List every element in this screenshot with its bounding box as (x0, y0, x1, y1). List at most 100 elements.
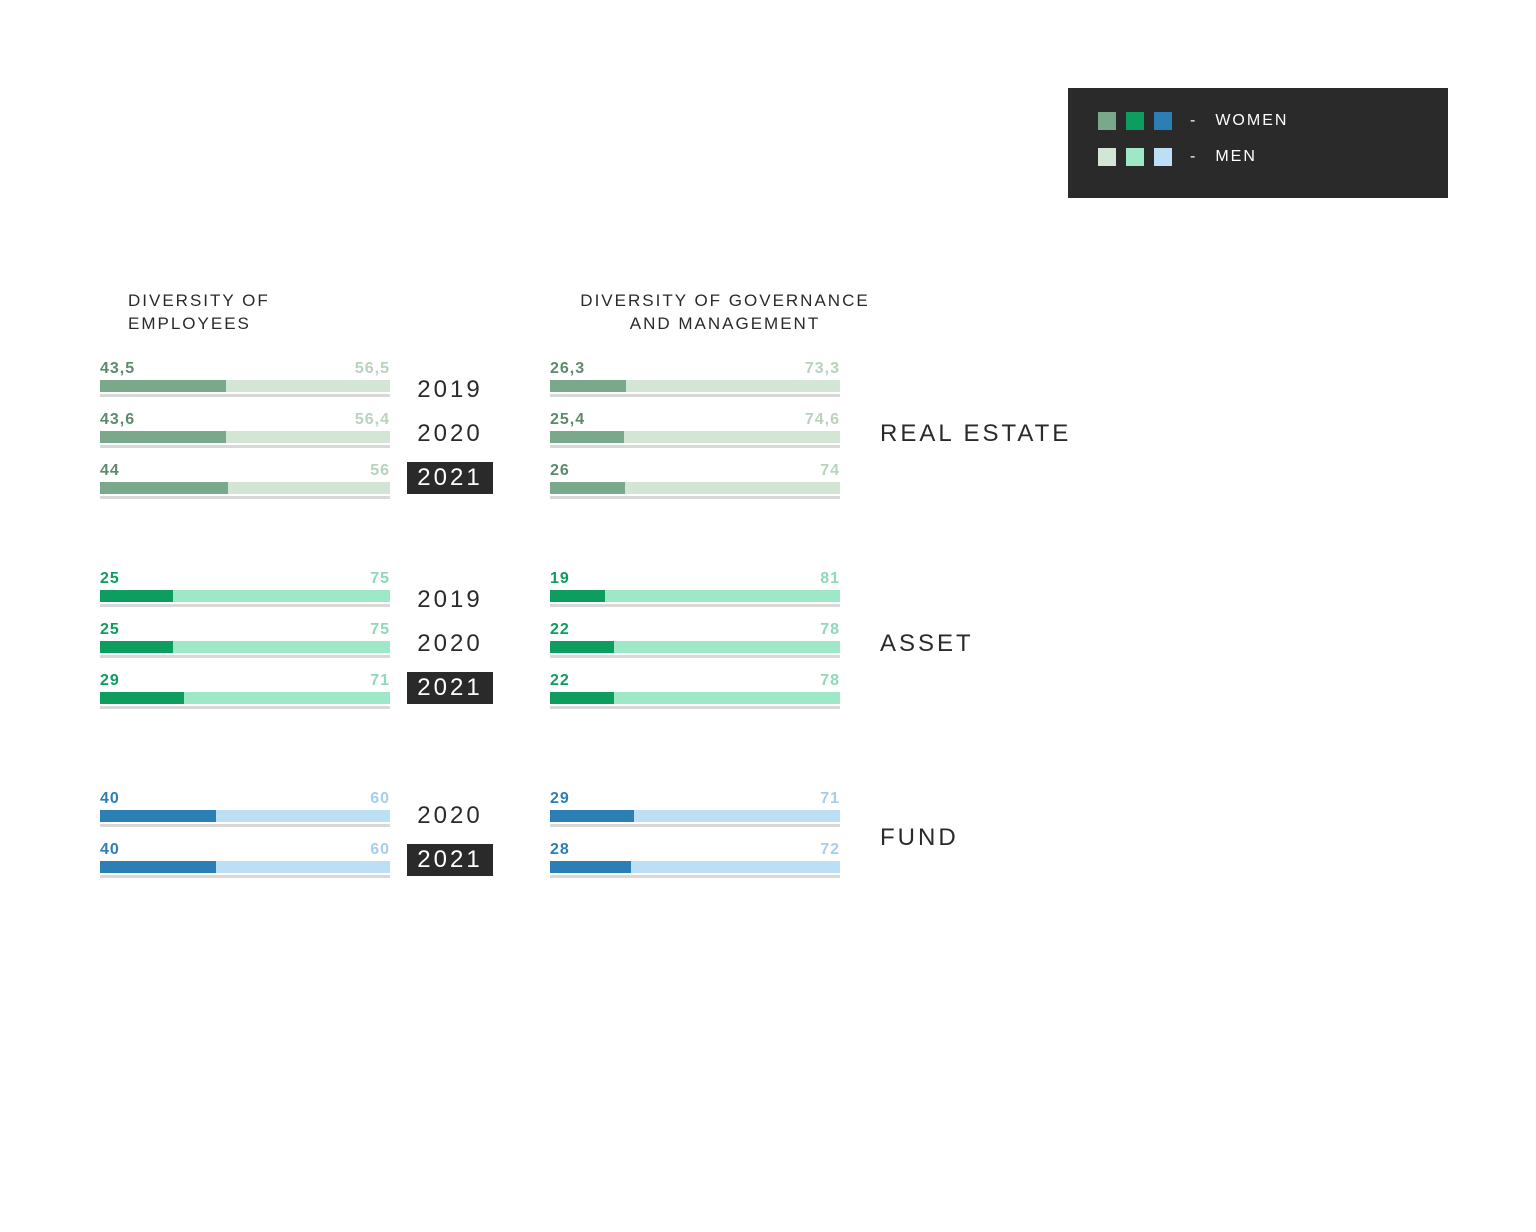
bar-block: 43,5 56,5 (100, 360, 390, 397)
category-label: FUND (880, 824, 1180, 852)
bar-labels: 2674 (550, 462, 840, 480)
bar-track (550, 692, 840, 704)
legend-row-men: - MEN (1098, 148, 1418, 166)
value-men: 75 (370, 570, 390, 588)
value-men: 71 (820, 790, 840, 808)
value-women: 26,3 (550, 360, 585, 378)
header-employees: DIVERSITY OF EMPLOYEES (128, 290, 390, 336)
value-men: 81 (820, 570, 840, 588)
governance-bars: 29 71 28 72 (550, 790, 840, 886)
bar-underline (100, 445, 390, 448)
section-fund: 406040602020202129712872FUND (100, 790, 1440, 886)
bar-labels: 1981 (550, 570, 840, 588)
bar-segment-women (550, 380, 626, 392)
bar-block: 25 75 (100, 621, 390, 658)
year-label: 2021 (407, 672, 492, 704)
bar-block: 4456 (100, 462, 390, 499)
bar-underline (550, 496, 840, 499)
bar-segment-women (100, 861, 216, 873)
bar-segment-men (184, 692, 390, 704)
bar-segment-women (100, 380, 226, 392)
value-men: 74 (820, 462, 840, 480)
category-label: ASSET (880, 630, 1180, 658)
bar-segment-men (614, 692, 840, 704)
bar-labels: 26,3 73,3 (550, 360, 840, 378)
header-governance-line1: DIVERSITY OF GOVERNANCE (580, 290, 870, 313)
value-men: 72 (820, 841, 840, 859)
bar-segment-women (100, 692, 184, 704)
bar-track (100, 692, 390, 704)
legend-swatch (1154, 148, 1172, 166)
value-men: 60 (370, 841, 390, 859)
bar-underline (550, 706, 840, 709)
bar-track (100, 641, 390, 653)
bar-segment-men (634, 810, 840, 822)
value-men: 75 (370, 621, 390, 639)
bar-segment-men (631, 861, 840, 873)
value-men: 56,5 (355, 360, 390, 378)
bar-labels: 25,474,6 (550, 411, 840, 429)
value-women: 40 (100, 841, 120, 859)
bar-track (550, 861, 840, 873)
bar-underline (100, 706, 390, 709)
value-women: 43,5 (100, 360, 135, 378)
bar-block: 40 60 (100, 841, 390, 878)
bar-block: 2971 (100, 672, 390, 709)
bar-underline (100, 496, 390, 499)
legend-swatch (1154, 112, 1172, 130)
bar-labels: 25 75 (100, 621, 390, 639)
bar-track (100, 380, 390, 392)
year-label: 2019 (407, 584, 492, 616)
legend-label: WOMEN (1215, 112, 1288, 130)
governance-bars: 198122782278 (550, 570, 840, 717)
bar-labels: 25 75 (100, 570, 390, 588)
bar-labels: 4060 (100, 790, 390, 808)
bar-labels: 28 72 (550, 841, 840, 859)
bar-underline (550, 394, 840, 397)
bar-track (550, 810, 840, 822)
year-label: 2020 (407, 800, 492, 832)
bar-block: 28 72 (550, 841, 840, 878)
section-real_estate: 43,5 56,5 43,656,4 4456201920202021 26,3 73,3… (100, 360, 1440, 507)
bar-segment-men (173, 590, 391, 602)
bar-block: 29 71 (550, 790, 840, 827)
bar-segment-men (216, 861, 390, 873)
bar-track (100, 810, 390, 822)
bar-segment-men (228, 482, 390, 494)
year-column: 20202021 (390, 800, 510, 876)
value-women: 25 (100, 621, 120, 639)
bar-block: 43,656,4 (100, 411, 390, 448)
bar-block: 2278 (550, 672, 840, 709)
bar-track (100, 482, 390, 494)
bar-underline (100, 824, 390, 827)
employees-bars: 40604060 (100, 790, 390, 886)
bar-segment-women (100, 590, 173, 602)
year-label: 2020 (407, 418, 492, 450)
value-women: 29 (100, 672, 120, 690)
value-women: 25 (100, 570, 120, 588)
bar-segment-women (100, 482, 228, 494)
year-label: 2020 (407, 628, 492, 660)
bar-segment-women (550, 590, 605, 602)
bar-labels: 29 71 (550, 790, 840, 808)
value-women: 29 (550, 790, 570, 808)
bar-segment-women (100, 431, 226, 443)
legend-dash: - (1190, 148, 1197, 166)
bar-segment-men (626, 380, 840, 392)
bar-track (550, 431, 840, 443)
value-men: 74,6 (805, 411, 840, 429)
bar-segment-women (550, 861, 631, 873)
value-women: 22 (550, 621, 570, 639)
bar-labels: 43,5 56,5 (100, 360, 390, 378)
bar-underline (550, 824, 840, 827)
value-men: 73,3 (805, 360, 840, 378)
bar-labels: 40 60 (100, 841, 390, 859)
value-men: 78 (820, 621, 840, 639)
column-headers: DIVERSITY OF EMPLOYEES DIVERSITY OF GOVE… (100, 290, 860, 336)
year-column: 201920202021 (390, 374, 510, 494)
bar-labels: 4456 (100, 462, 390, 480)
header-governance-line2: AND MANAGEMENT (580, 313, 870, 336)
bar-segment-men (614, 641, 840, 653)
legend-swatch (1126, 148, 1144, 166)
value-women: 28 (550, 841, 570, 859)
